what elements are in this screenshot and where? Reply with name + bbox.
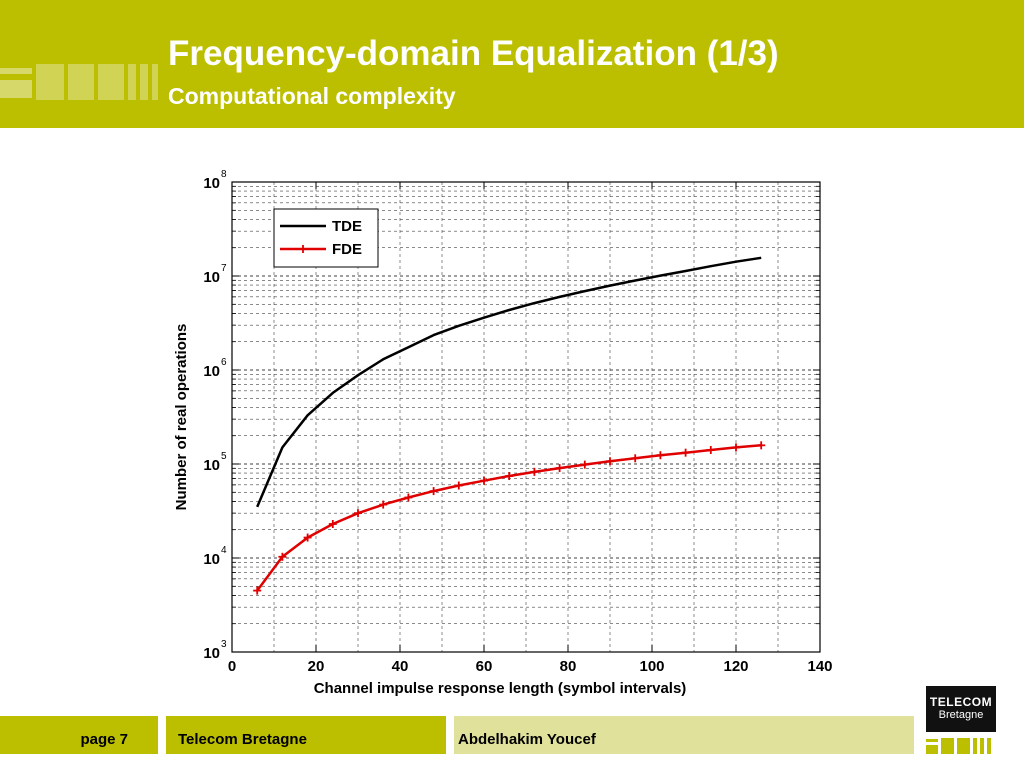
x-tick-labels: 0 20 40 60 80 100 120 140: [228, 658, 833, 675]
data-point-fde: [379, 500, 388, 509]
legend-label-tde: TDE: [332, 218, 362, 235]
y-tick-label: 10: [203, 551, 220, 568]
chart-legend: TDE FDE: [273, 208, 379, 268]
plot-frame: [231, 181, 821, 653]
data-point-fde: [732, 443, 740, 452]
legend-box: [273, 208, 379, 268]
x-tick-label: 60: [476, 658, 493, 675]
logo-line-1: TELECOM: [929, 695, 993, 709]
data-point-fde: [278, 552, 287, 561]
y-axis-label: Number of real operations: [173, 324, 190, 511]
data-point-fde: [606, 457, 614, 466]
x-tick-label: 80: [560, 658, 577, 675]
y-tick-label: 10: [203, 175, 220, 192]
x-tick-label: 0: [228, 658, 236, 675]
x-axis-label: Channel impulse response length (symbol …: [314, 680, 687, 697]
footer-page-number: page 7: [0, 716, 158, 754]
data-point-fde: [757, 441, 766, 450]
data-point-fde: [656, 451, 665, 460]
y-tick-exponent: 8: [221, 169, 227, 180]
y-tick-exponent: 5: [221, 451, 227, 462]
y-tick-exponent: 6: [221, 357, 227, 368]
y-tick-label: 10: [203, 363, 220, 380]
x-tick-label: 20: [308, 658, 325, 675]
logo-emblem: [926, 738, 991, 754]
data-point-fde: [530, 467, 539, 476]
data-point-fde: [505, 472, 514, 481]
legend-label-fde: FDE: [332, 241, 362, 258]
header-bar: Frequency-domain Equalization (1/3) Comp…: [0, 0, 1024, 128]
x-tick-label: 140: [807, 658, 832, 675]
data-point-fde: [429, 487, 438, 496]
page-subtitle: Computational complexity: [168, 83, 456, 109]
data-point-fde: [706, 445, 715, 454]
chart-ticks: [231, 182, 821, 653]
y-tick-label: 10: [203, 457, 220, 474]
telecom-logo: TELECOM Bretagne: [926, 686, 996, 732]
series-layer: [253, 256, 766, 595]
y-tick-exponent: 4: [221, 545, 227, 556]
page-title: Frequency-domain Equalization (1/3): [168, 34, 779, 73]
data-point-fde: [580, 460, 589, 469]
data-point-fde: [354, 509, 362, 518]
series-line-tde: [256, 256, 762, 508]
series-line-fde: [256, 444, 762, 592]
legend-marker-fde: [299, 245, 307, 253]
chart-container: 0 20 40 60 80 100 120 140 10 3 10 4 10 5 10 6 10 7 10 8 TD…: [160, 160, 860, 700]
x-tick-label: 100: [639, 658, 664, 675]
footer-institution: Telecom Bretagne: [166, 716, 446, 754]
data-point-fde: [404, 493, 413, 502]
data-point-fde: [303, 533, 312, 542]
x-tick-label: 120: [723, 658, 748, 675]
x-tick-label: 40: [392, 658, 409, 675]
y-tick-exponent: 3: [221, 639, 227, 650]
y-tick-label: 10: [203, 645, 220, 662]
y-tick-exponent: 7: [221, 263, 227, 274]
data-point-fde: [253, 586, 262, 595]
data-point-fde: [631, 454, 640, 463]
data-point-fde: [681, 448, 690, 457]
school-logo-band: [0, 64, 158, 100]
data-point-fde: [454, 481, 463, 490]
data-point-fde: [328, 519, 337, 528]
logo-line-2: Bretagne: [938, 709, 984, 721]
data-point-fde: [555, 464, 564, 473]
data-point-fde: [480, 476, 488, 485]
footer-author: Abdelhakim Youcef: [454, 716, 914, 754]
y-tick-label: 10: [203, 269, 220, 286]
